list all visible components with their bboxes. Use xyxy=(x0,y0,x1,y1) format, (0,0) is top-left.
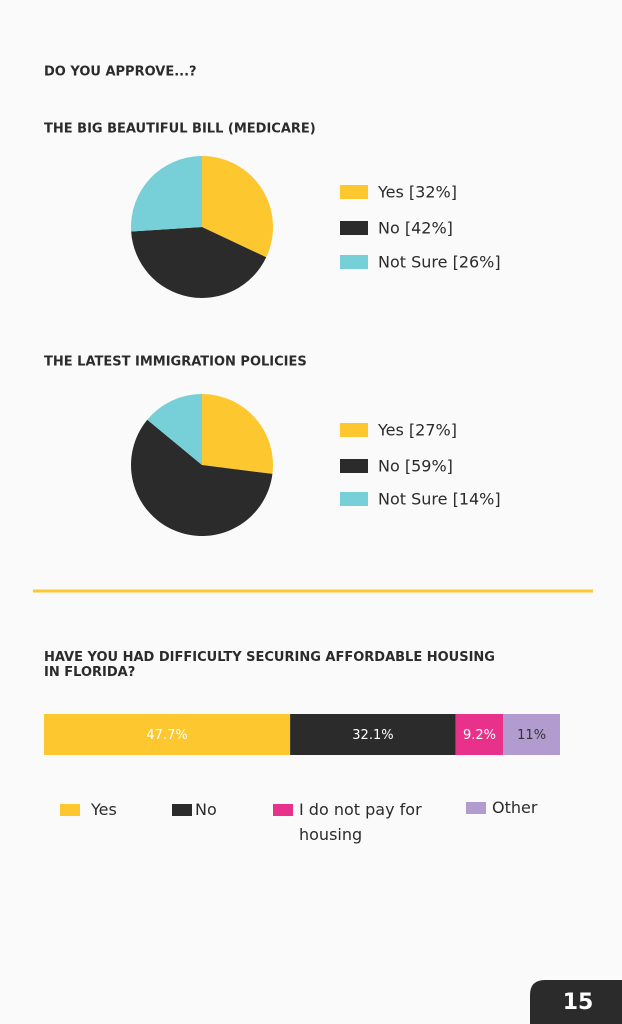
data-label: 9.2% xyxy=(463,728,496,743)
legend-swatch xyxy=(466,802,486,814)
legend-label: No [42%] xyxy=(378,219,453,238)
page-heading: DO YOU APPROVE...? xyxy=(44,65,197,80)
pie-slice xyxy=(130,419,273,536)
bar-segment xyxy=(503,714,560,755)
chart-title: THE LATEST IMMIGRATION POLICIES xyxy=(44,355,307,370)
legend-swatch xyxy=(340,459,368,473)
legend-label: Yes xyxy=(91,800,117,819)
legend-label: I do not pay for housing xyxy=(299,800,422,844)
legend-label: Yes [27%] xyxy=(377,421,457,440)
legend-swatch xyxy=(172,804,192,816)
bar-title: HAVE YOU HAD DIFFICULTY SECURING AFFORDA… xyxy=(44,650,495,680)
pie-slice xyxy=(131,227,267,298)
data-label: 32.1% xyxy=(352,728,393,743)
legend-label: Not Sure [26%] xyxy=(378,253,501,272)
legend-swatch xyxy=(340,423,368,437)
chart-title: THE BIG BEAUTIFUL BILL (MEDICARE) xyxy=(44,122,316,137)
legend-swatch xyxy=(60,804,80,816)
legend-swatch xyxy=(273,804,293,816)
legend-label: Other xyxy=(492,798,538,817)
legend-swatch xyxy=(340,255,368,269)
legend-label: No xyxy=(195,800,217,819)
legend-swatch xyxy=(340,492,368,506)
pie-slice xyxy=(131,156,202,232)
bar-segment xyxy=(44,714,291,755)
legend-swatch xyxy=(340,185,368,199)
page-number: 15 xyxy=(563,990,594,1015)
legend-label: Not Sure [14%] xyxy=(378,490,501,509)
page-number-tab xyxy=(530,980,622,1024)
pie-slice xyxy=(147,394,202,465)
bar-segment xyxy=(455,714,504,755)
data-label: 47.7% xyxy=(146,728,187,743)
pie-slice xyxy=(202,156,273,258)
bar-segment xyxy=(290,714,456,755)
pie-slice xyxy=(202,394,273,474)
legend-label: Yes [32%] xyxy=(377,183,457,202)
legend-label: No [59%] xyxy=(378,457,453,476)
legend-swatch xyxy=(340,221,368,235)
data-label: 11% xyxy=(517,728,546,743)
